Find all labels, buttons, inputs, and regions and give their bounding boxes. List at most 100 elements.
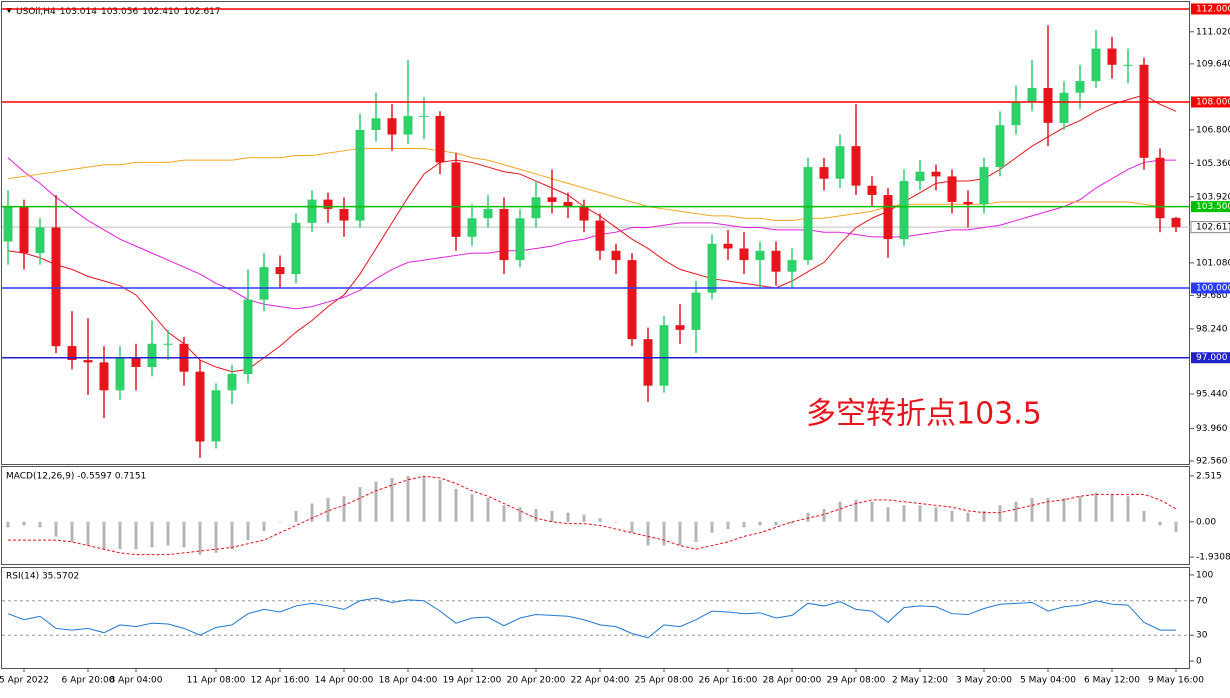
macd-bar: [102, 521, 106, 550]
candle-body: [3, 206, 13, 242]
candle-body: [963, 201, 973, 205]
macd-bar: [1014, 501, 1018, 522]
macd-bar: [150, 521, 154, 548]
macd-bar: [294, 510, 298, 522]
macd-bar: [598, 518, 602, 522]
macd-bar: [342, 496, 346, 522]
level-label: 97.000: [1196, 353, 1228, 363]
macd-bar: [582, 514, 586, 522]
x-tick-label: 5 Apr 2022: [0, 676, 49, 686]
macd-bar: [1062, 498, 1066, 522]
candle-body: [147, 343, 157, 368]
macd-bar: [886, 507, 890, 522]
rsi-line: [7, 597, 1176, 639]
macd-bar: [1174, 521, 1178, 533]
macd-bar: [646, 521, 650, 546]
x-tick-label: 22 Apr 04:00: [571, 676, 630, 686]
candle-body: [739, 248, 749, 261]
macd-bar: [998, 505, 1002, 522]
candle-body: [67, 346, 77, 361]
macd-bar: [822, 509, 826, 522]
x-tick-label: 18 Apr 04:00: [379, 676, 438, 686]
x-tick-label: 6 May 12:00: [1084, 676, 1140, 686]
y-tick-label: 0: [1196, 657, 1202, 667]
candle-body: [307, 199, 317, 223]
candle-body: [35, 227, 45, 254]
macd-bar: [566, 512, 570, 522]
y-tick-label: 70: [1196, 596, 1208, 606]
macd-bar: [806, 512, 810, 522]
candle-body: [883, 194, 893, 240]
last-price-label: 102.617: [1196, 223, 1230, 233]
macd-bar: [1142, 510, 1146, 522]
macd-bar: [950, 510, 954, 522]
header: USOil,H4 103.014 103.056 102.410 102.617: [16, 7, 221, 17]
candle-body: [483, 208, 493, 219]
candle-body: [243, 299, 253, 375]
y-tick-label: -1.9308: [1196, 553, 1230, 563]
level-label: 100.000: [1196, 283, 1230, 293]
candle-body: [163, 343, 173, 345]
macd-bar: [934, 507, 938, 522]
x-tick-label: 29 Apr 08:00: [827, 676, 886, 686]
annotation: 多空转折点103.5: [806, 397, 1042, 432]
y-tick-label: 106.800: [1196, 125, 1230, 135]
candle-body: [643, 339, 653, 386]
candle-body: [931, 171, 941, 177]
level-label: 103.500: [1196, 202, 1230, 212]
candle-body: [691, 292, 701, 330]
macd-bar: [854, 499, 858, 522]
macd-bar: [742, 521, 746, 528]
macd-bar: [262, 521, 266, 531]
macd-bar: [54, 521, 58, 537]
macd-panel-border: [1, 466, 1190, 565]
x-tick-label: 5 May 04:00: [1020, 676, 1076, 686]
macd-bar: [678, 521, 682, 546]
macd-bar: [182, 521, 186, 548]
frame: [1, 1, 1190, 669]
macd-bar: [1158, 521, 1162, 526]
candle-body: [915, 171, 925, 182]
y-tick-label: 99.680: [1196, 291, 1228, 301]
y-tick-label: 30: [1196, 631, 1208, 641]
macd-bar: [214, 521, 218, 553]
candle-body: [563, 201, 573, 207]
macd-bar: [38, 521, 42, 528]
candle-body: [227, 374, 237, 391]
candle-body: [899, 181, 909, 240]
candle-body: [675, 325, 685, 330]
x-tick-label: 20 Apr 20:00: [507, 676, 566, 686]
candle-body: [1139, 64, 1149, 158]
level-label-box: [1191, 201, 1230, 213]
x-tick-label: 19 Apr 12:00: [443, 676, 502, 686]
rsi-panel-border: [1, 567, 1190, 669]
last-price-box: [1190, 221, 1230, 234]
x-tick-label: 12 Apr 16:00: [251, 676, 310, 686]
x-tick-label: 26 Apr 16:00: [699, 676, 758, 686]
candle-body: [579, 206, 589, 221]
candle-body: [1107, 48, 1117, 65]
macd-bar: [662, 521, 666, 546]
macd-signal: [8, 475, 1177, 556]
macd-bar: [870, 501, 874, 522]
macd-bar: [966, 512, 970, 522]
macd-bar: [22, 521, 26, 526]
candle-body: [419, 115, 429, 117]
candle-body: [851, 146, 861, 186]
macd-bar: [166, 521, 170, 546]
macd-bar: [406, 476, 410, 522]
macd-bar: [326, 498, 330, 522]
high-label: 103.056: [101, 7, 138, 17]
x-tick-label: 25 Apr 08:00: [635, 676, 694, 686]
candle-body: [803, 167, 813, 261]
macd-bar: [486, 498, 490, 522]
candle-body: [19, 206, 29, 254]
macd-bar: [358, 487, 362, 522]
macd-bar: [374, 481, 378, 522]
macd-bar: [518, 507, 522, 522]
x-tick-label: 2 May 12:00: [892, 676, 948, 686]
macd-bar: [918, 505, 922, 522]
macd-bar: [6, 521, 10, 528]
